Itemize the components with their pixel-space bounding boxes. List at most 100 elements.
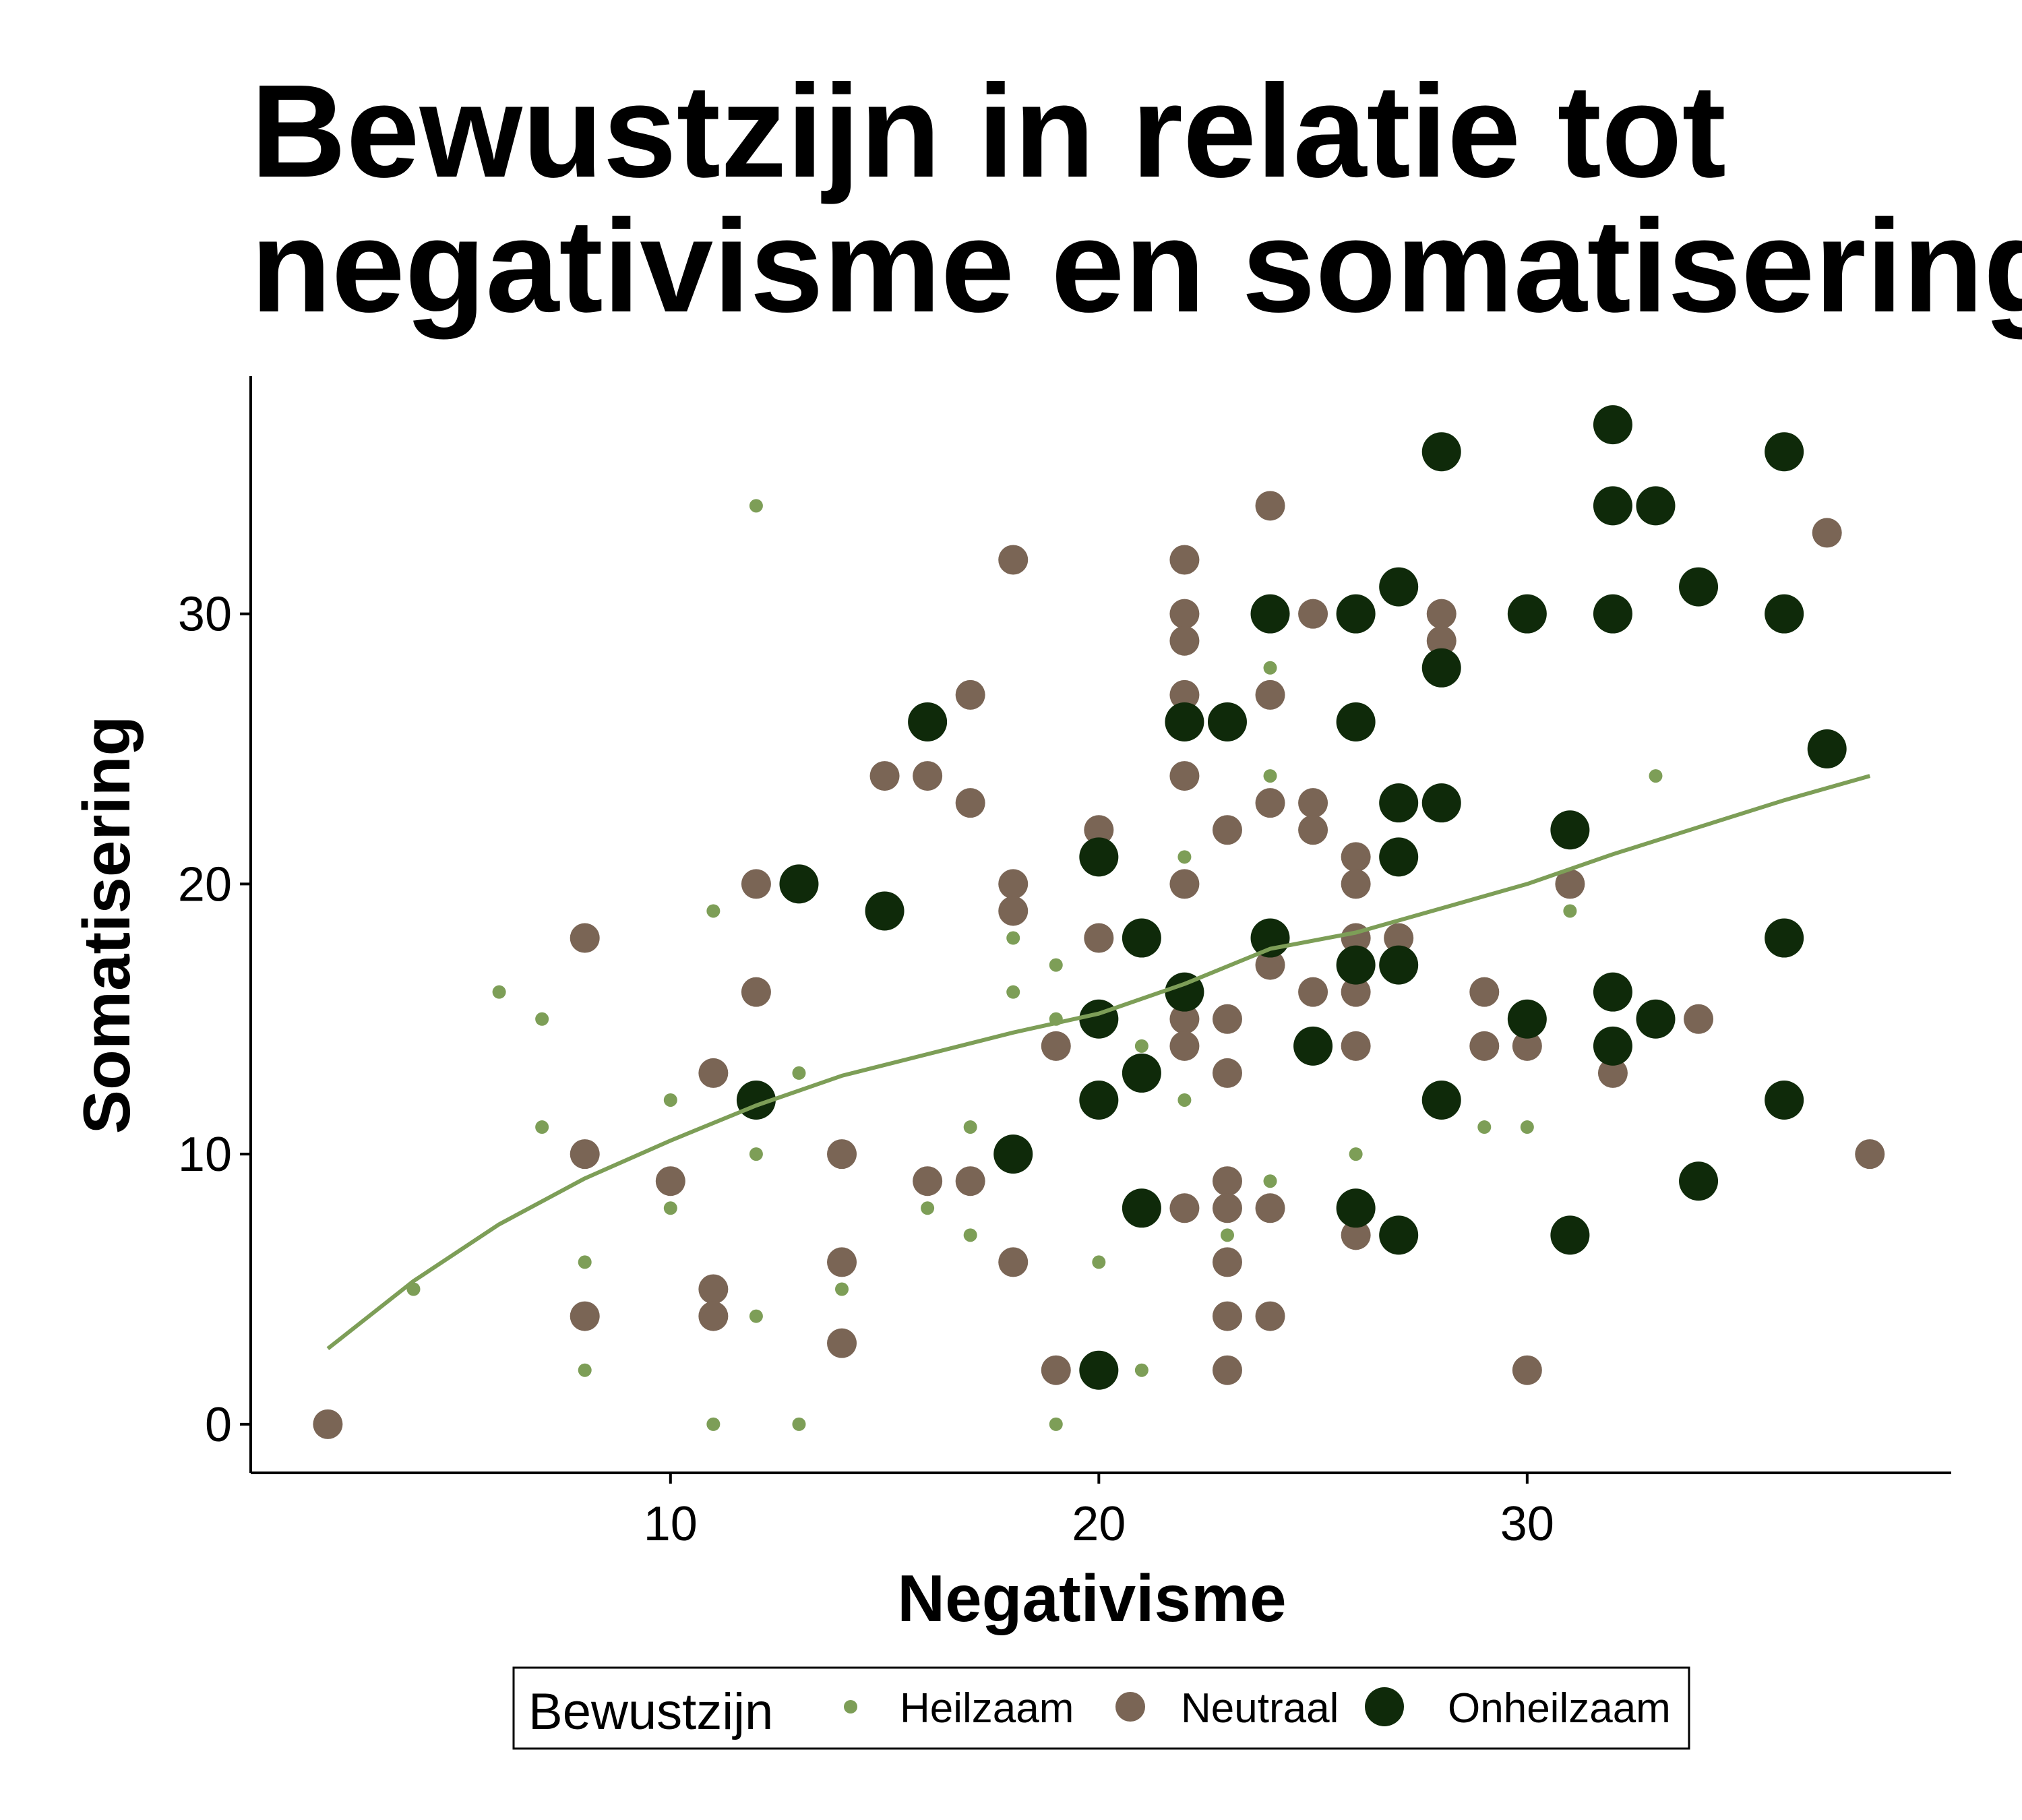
point-onheilzaam-16 (1250, 918, 1290, 958)
point-neutraal-23 (998, 1247, 1029, 1277)
point-onheilzaam-12 (1165, 702, 1204, 741)
point-neutraal-9 (741, 977, 771, 1007)
point-neutraal-42 (1212, 1193, 1242, 1223)
point-heilzaam-14 (792, 1417, 806, 1431)
chart-title-line-2: negativisme en somatisering (251, 192, 2022, 340)
point-neutraal-27 (1084, 923, 1114, 953)
point-heilzaam-33 (1263, 769, 1277, 783)
y-axis-title: Somatisering (69, 716, 144, 1134)
point-onheilzaam-9 (1122, 918, 1161, 958)
point-heilzaam-17 (963, 1120, 977, 1134)
point-onheilzaam-42 (1679, 567, 1719, 607)
point-neutraal-20 (998, 545, 1029, 575)
point-neutraal-64 (1426, 599, 1457, 629)
point-heilzaam-3 (535, 1120, 549, 1134)
point-onheilzaam-32 (1507, 999, 1547, 1039)
y-tick-label-0: 0 (205, 1398, 232, 1452)
point-onheilzaam-24 (1379, 837, 1419, 877)
point-neutraal-3 (570, 1301, 600, 1331)
point-neutraal-70 (1555, 869, 1585, 899)
point-onheilzaam-11 (1122, 1188, 1161, 1228)
y-tick-label-20: 20 (178, 857, 232, 911)
point-onheilzaam-4 (993, 1134, 1033, 1174)
x-tick-label-30: 30 (1500, 1497, 1554, 1551)
point-neutraal-75 (1855, 1139, 1885, 1170)
point-neutraal-25 (1041, 1355, 1071, 1385)
point-neutraal-62 (1341, 1220, 1371, 1250)
point-onheilzaam-28 (1421, 648, 1461, 688)
point-onheilzaam-38 (1593, 972, 1632, 1012)
point-onheilzaam-5 (1079, 837, 1119, 877)
point-neutraal-65 (1426, 626, 1457, 656)
point-neutraal-10 (827, 1139, 857, 1170)
legend-key-onheilzaam (1365, 1687, 1404, 1726)
point-onheilzaam-14 (1207, 702, 1247, 741)
point-onheilzaam-18 (1336, 594, 1376, 634)
point-heilzaam-4 (578, 1255, 592, 1269)
point-neutraal-68 (1512, 1031, 1542, 1061)
point-neutraal-17 (955, 679, 985, 710)
point-heilzaam-31 (1220, 1228, 1234, 1242)
point-neutraal-60 (1341, 1031, 1371, 1061)
point-heilzaam-37 (1477, 1120, 1492, 1134)
plot-area: 10 20 30 0 10 20 30 (178, 376, 1951, 1551)
point-onheilzaam-35 (1593, 405, 1632, 445)
point-neutraal-66 (1469, 977, 1500, 1007)
point-neutraal-34 (1169, 869, 1200, 899)
point-heilzaam-8 (706, 904, 721, 918)
smooth-trend (326, 774, 1871, 1351)
point-neutraal-12 (827, 1328, 857, 1358)
point-neutraal-52 (1298, 599, 1328, 629)
point-neutraal-31 (1169, 626, 1200, 656)
point-neutraal-21 (998, 869, 1029, 899)
point-onheilzaam-30 (1421, 1080, 1461, 1120)
point-neutraal-46 (1255, 491, 1285, 521)
point-onheilzaam-21 (1336, 1188, 1376, 1228)
point-onheilzaam-37 (1593, 594, 1632, 634)
point-neutraal-30 (1169, 599, 1200, 629)
smooth-trend-line (326, 774, 1871, 1351)
point-onheilzaam-46 (1765, 918, 1804, 958)
point-onheilzaam-2 (865, 891, 905, 931)
point-neutraal-56 (1341, 842, 1371, 872)
point-heilzaam-12 (749, 1309, 763, 1323)
point-neutraal-7 (698, 1301, 729, 1331)
point-neutraal-59 (1341, 977, 1371, 1007)
x-axis-title: Negativisme (897, 1561, 1286, 1635)
point-heilzaam-6 (663, 1093, 677, 1107)
point-onheilzaam-40 (1636, 486, 1676, 526)
point-onheilzaam-3 (908, 702, 948, 741)
point-neutraal-5 (698, 1058, 729, 1088)
y-tick-label-10: 10 (178, 1128, 232, 1182)
point-neutraal-69 (1512, 1355, 1542, 1385)
point-onheilzaam-17 (1293, 1026, 1333, 1066)
point-onheilzaam-15 (1250, 594, 1290, 634)
point-onheilzaam-10 (1122, 1053, 1161, 1093)
point-heilzaam-39 (1563, 904, 1577, 918)
point-neutraal-49 (1255, 950, 1285, 980)
point-neutraal-0 (313, 1409, 343, 1439)
point-onheilzaam-19 (1336, 702, 1376, 741)
point-onheilzaam-36 (1593, 486, 1632, 526)
legend-title: Bewustzijn (528, 1683, 773, 1740)
x-tick-label-20: 20 (1072, 1497, 1126, 1551)
point-neutraal-18 (955, 788, 985, 818)
point-onheilzaam-8 (1079, 1350, 1119, 1390)
legend-key-heilzaam (844, 1700, 857, 1713)
point-heilzaam-22 (1049, 958, 1063, 972)
point-onheilzaam-23 (1379, 783, 1419, 823)
point-heilzaam-15 (835, 1282, 849, 1296)
point-heilzaam-2 (535, 1012, 549, 1026)
point-neutraal-57 (1341, 869, 1371, 899)
point-neutraal-2 (570, 1139, 600, 1170)
point-neutraal-4 (655, 1166, 685, 1196)
point-neutraal-11 (827, 1247, 857, 1277)
point-neutraal-32 (1169, 679, 1200, 710)
point-neutraal-73 (1684, 1004, 1714, 1034)
point-onheilzaam-7 (1079, 1080, 1119, 1120)
point-onheilzaam-39 (1593, 1026, 1632, 1066)
point-heilzaam-9 (706, 1417, 721, 1431)
point-onheilzaam-13 (1165, 972, 1204, 1012)
point-heilzaam-38 (1520, 1120, 1534, 1134)
